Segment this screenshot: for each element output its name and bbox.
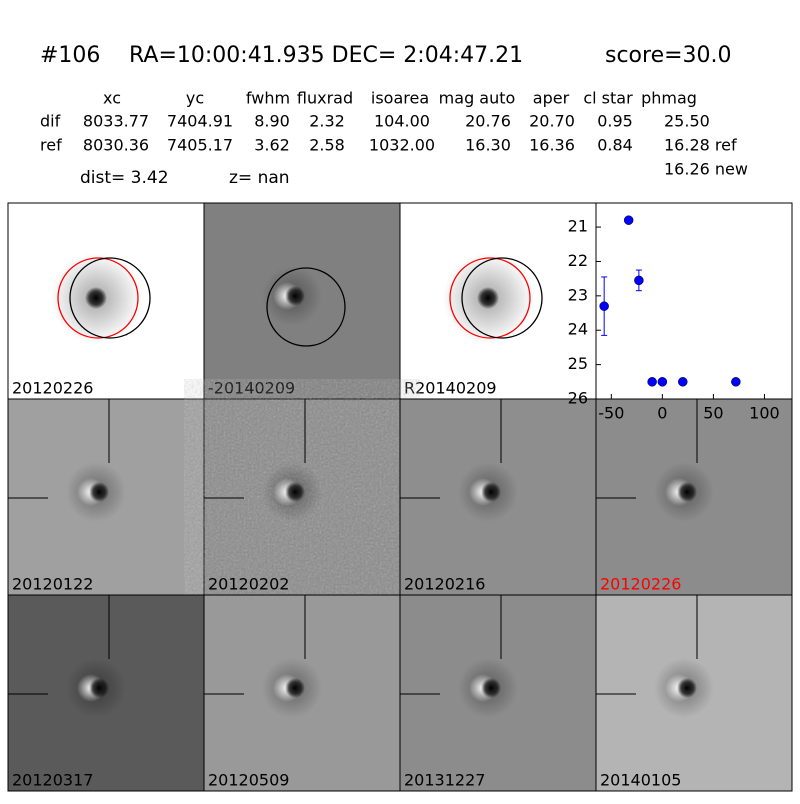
image-panel: R20140209 — [399, 202, 597, 400]
source-dark — [677, 678, 697, 698]
image-panel: 20120122 — [7, 398, 205, 596]
aperture-red — [449, 257, 531, 339]
y-tick-label: 25 — [568, 354, 588, 373]
source-dark — [89, 678, 109, 698]
score: score=30.0 — [605, 43, 732, 68]
source-dark — [481, 678, 501, 698]
table-cell: 8.90 — [254, 112, 290, 131]
panel-label: 20120202 — [208, 575, 289, 594]
table-cell: 0.95 — [597, 112, 633, 131]
table-cell: 25.50 — [664, 112, 710, 131]
table-cell: 16.30 — [465, 136, 511, 155]
x-tick-label: 100 — [749, 404, 780, 423]
panel-label: 20120226 — [600, 575, 681, 594]
image-panel: 20131227 — [399, 594, 597, 792]
image-panel: -20140209 — [203, 202, 401, 400]
candidate-id: #106 — [40, 43, 100, 68]
table-cell: 1032.00 — [369, 136, 435, 155]
panel-grid: 20120226 -20140209 R20140209 20120122 201202… — [7, 202, 793, 792]
column-header: fwhm — [246, 89, 290, 108]
panel-label: 20120122 — [12, 575, 93, 594]
data-point — [657, 377, 668, 387]
column-header: yc — [186, 89, 204, 108]
table-cell: 8030.36 — [83, 136, 149, 155]
y-tick-label: 26 — [568, 389, 588, 408]
panel-label: -20140209 — [208, 379, 295, 398]
panel-label: 20131227 — [404, 771, 485, 790]
image-panel: 20120202 — [203, 398, 401, 596]
panel-label: 20120216 — [404, 575, 485, 594]
z-value: z= nan — [229, 168, 290, 188]
table-cell: ref — [40, 136, 62, 155]
dist: dist= 3.42 — [80, 168, 169, 188]
data-point — [599, 301, 609, 311]
source-dark — [677, 482, 697, 502]
panel-label: R20140209 — [404, 379, 497, 398]
source-dark — [285, 286, 305, 306]
source-dark — [89, 482, 109, 502]
data-point — [647, 377, 657, 387]
table-cell: 7404.91 — [167, 112, 233, 131]
x-tick-label: -50 — [598, 404, 624, 423]
table-cell: 104.00 — [374, 112, 430, 131]
data-point — [731, 377, 741, 387]
source-dark — [481, 482, 501, 502]
panel-label: 20120226 — [12, 379, 93, 398]
table-cell: 3.62 — [254, 136, 290, 155]
table-cell: 0.84 — [597, 136, 633, 155]
column-header: fluxrad — [297, 89, 353, 108]
table-cell: 20.70 — [529, 112, 575, 131]
aperture-black — [69, 257, 151, 339]
source-dark — [285, 482, 305, 502]
x-tick-label: 50 — [703, 404, 723, 423]
coordinates: RA=10:00:41.935 DEC= 2:04:47.21 — [129, 43, 523, 68]
image-panel: 20140105 — [595, 594, 793, 792]
image-panel: 20120509 — [203, 594, 401, 792]
image-panel: 20120226 — [7, 202, 205, 400]
source-core — [477, 287, 499, 309]
table-cell: 2.32 — [309, 112, 345, 131]
panel-label: 20120317 — [12, 771, 93, 790]
table-cell: 8033.77 — [83, 112, 149, 131]
image-panel: 20120317 — [7, 594, 205, 792]
column-header: xc — [103, 89, 121, 108]
column-header: cl star — [583, 89, 633, 108]
data-point — [678, 377, 688, 387]
table-cell: 16.28 ref — [664, 136, 737, 155]
column-header: phmag — [641, 89, 697, 108]
table-cell: 16.36 — [529, 136, 575, 155]
y-tick-label: 24 — [568, 320, 588, 339]
x-tick-label: 0 — [657, 404, 667, 423]
panel-label: 20120509 — [208, 771, 289, 790]
column-header: mag auto — [439, 89, 516, 108]
aperture-black — [266, 267, 346, 347]
data-point — [623, 215, 634, 225]
aperture-red — [57, 257, 139, 339]
table-cell: 2.58 — [309, 136, 345, 155]
data-point — [634, 275, 644, 286]
lightcurve: 21 22 23 24 25 26 -50 0 50 100 — [568, 202, 793, 423]
phmag-new: 16.26 new — [664, 160, 748, 179]
table-cell: 20.76 — [465, 112, 511, 131]
column-header: isoarea — [371, 89, 429, 108]
y-tick-label: 21 — [568, 217, 588, 236]
table-cell: dif — [40, 112, 61, 131]
source-dark — [285, 678, 305, 698]
aperture-black — [461, 257, 543, 339]
y-tick-label: 23 — [568, 285, 588, 304]
panel-label: 20140105 — [600, 771, 681, 790]
source-core — [85, 287, 107, 309]
image-panel: 20120216 — [399, 398, 597, 596]
table-cell: 7405.17 — [167, 136, 233, 155]
y-tick-label: 22 — [568, 251, 588, 270]
image-panel: 20120226 — [595, 398, 793, 596]
column-header: aper — [533, 89, 570, 108]
plot-area — [595, 202, 793, 400]
